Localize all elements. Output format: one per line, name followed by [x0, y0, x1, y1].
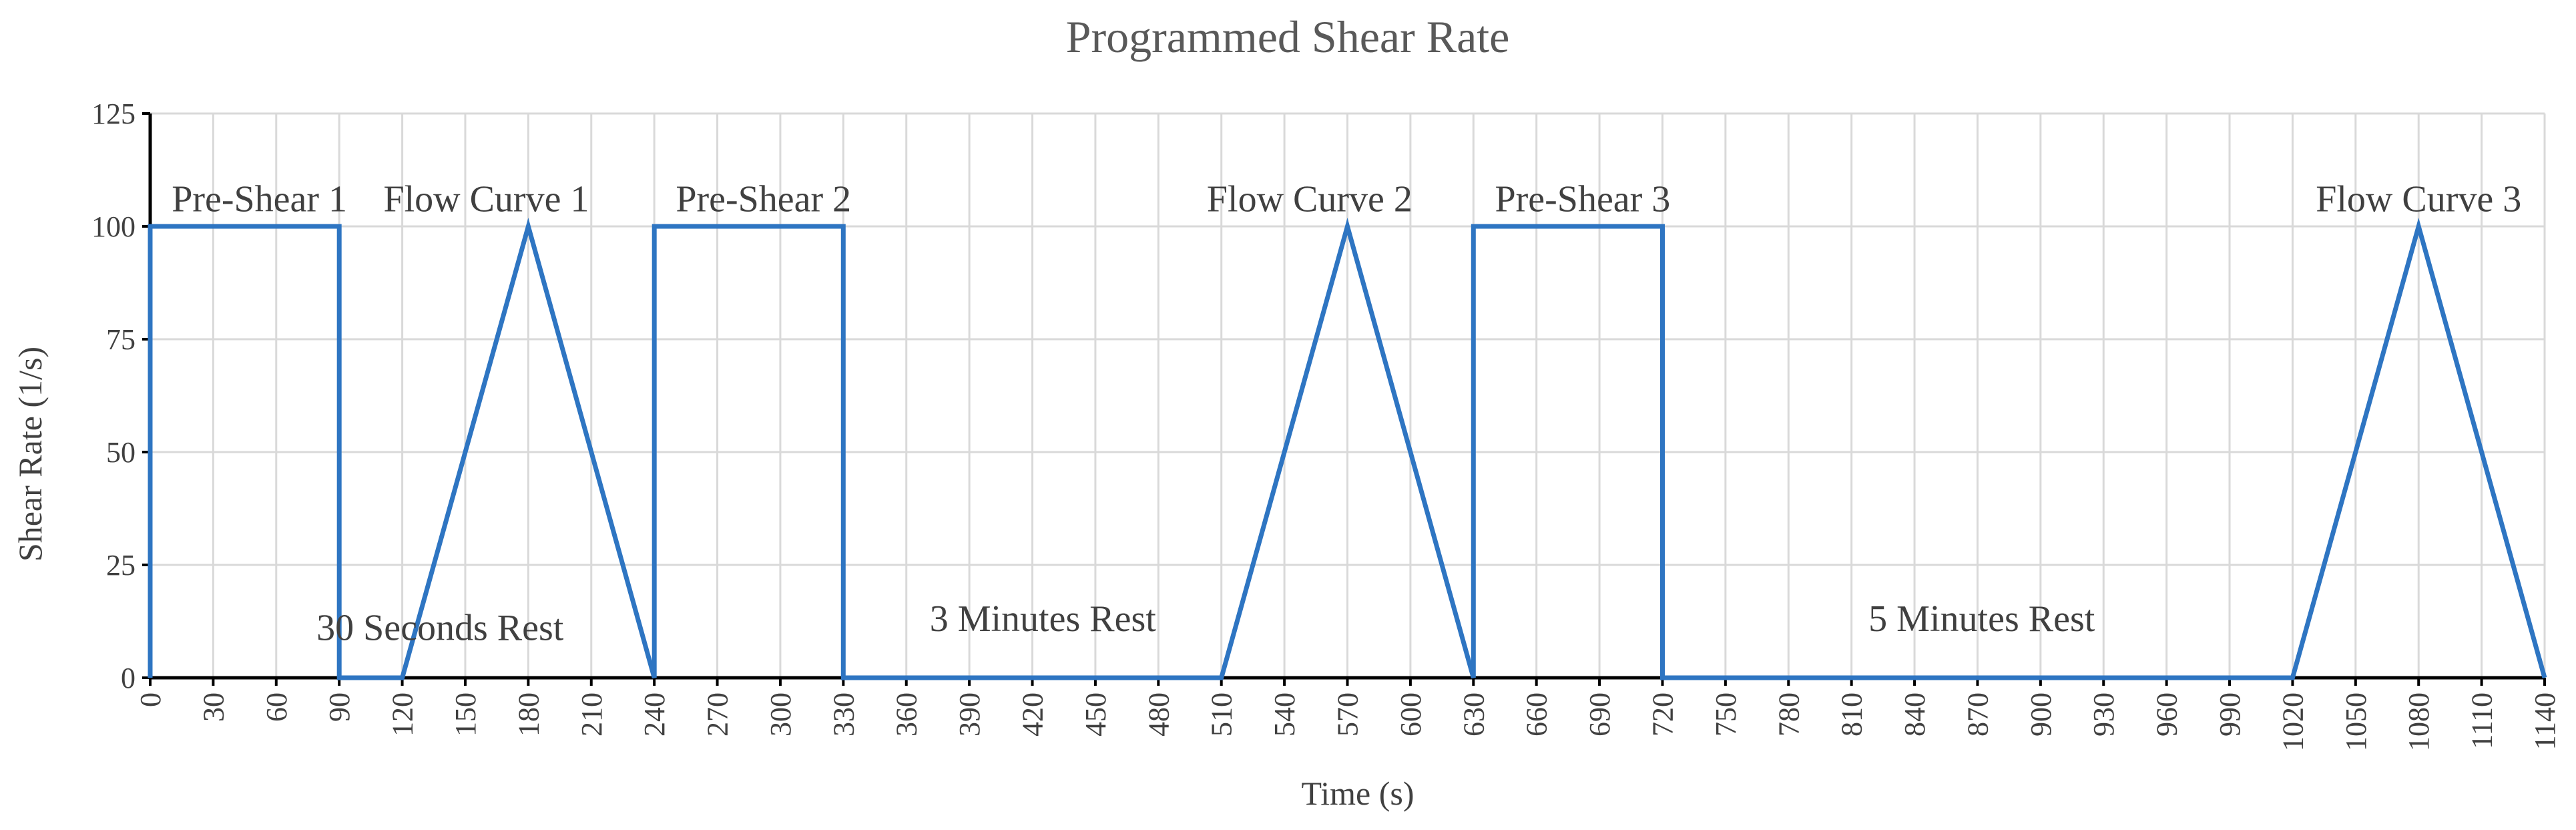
x-tick-label: 990: [2214, 692, 2246, 737]
x-tick-label: 810: [1836, 692, 1868, 737]
y-tick-label: 50: [106, 436, 136, 469]
y-tick-label: 125: [91, 97, 136, 130]
annotation-label: 3 Minutes Rest: [930, 598, 1157, 640]
x-tick-label: 270: [702, 692, 734, 737]
x-tick-label: 150: [449, 692, 482, 737]
y-tick-label: 100: [91, 210, 136, 243]
annotation-label: Pre-Shear 2: [676, 178, 851, 220]
x-tick-label: 690: [1583, 692, 1616, 737]
x-tick-label: 0: [134, 692, 167, 707]
x-tick-label: 300: [764, 692, 797, 737]
x-tick-label: 1050: [2340, 692, 2372, 751]
x-tick-label: 900: [2025, 692, 2057, 737]
x-tick-label: 1140: [2529, 692, 2561, 750]
x-tick-label: 510: [1206, 692, 1238, 737]
x-tick-label: 30: [197, 692, 230, 722]
annotation-label: Flow Curve 1: [383, 178, 589, 220]
x-tick-label: 120: [387, 692, 419, 737]
y-tick-label: 75: [106, 323, 136, 356]
series-layer: [148, 217, 2547, 680]
x-axis-title: Time (s): [1301, 775, 1414, 812]
x-tick-label: 450: [1079, 692, 1112, 737]
x-tick-label: 360: [890, 692, 923, 737]
x-tick-label: 180: [512, 692, 545, 737]
chart-title: Programmed Shear Rate: [1066, 11, 1510, 62]
x-tick-label: 630: [1457, 692, 1490, 737]
annotations: Pre-Shear 1 Flow Curve 1 Pre-Shear 2 Flow C…: [172, 178, 2521, 648]
x-tick-label: 420: [1017, 692, 1049, 737]
x-tick-label: 240: [638, 692, 671, 737]
x-tick-label: 570: [1332, 692, 1364, 737]
x-tick-label: 1110: [2466, 692, 2499, 749]
x-tick-label: 1020: [2276, 692, 2309, 751]
annotation-label: Pre-Shear 3: [1495, 178, 1671, 220]
x-tick-label: 600: [1394, 692, 1427, 737]
annotation-label: Pre-Shear 1: [172, 178, 347, 220]
x-tick-label: 930: [2087, 692, 2120, 737]
x-tick-label: 90: [323, 692, 356, 722]
shear-rate-series-line: [148, 217, 2547, 680]
x-tick-label: 750: [1710, 692, 1742, 737]
x-tick-label: 210: [575, 692, 608, 737]
x-tick-label: 1080: [2402, 692, 2435, 751]
tick-labels: 0 25 50 75 100 125 0 30 60 90 120 150 180 210 240 270 30…: [91, 97, 2561, 751]
y-axis-title: Shear Rate (1/s): [11, 347, 49, 562]
grid-lines: [150, 112, 2546, 678]
annotation-label: Flow Curve 2: [1207, 178, 1412, 220]
x-tick-label: 960: [2151, 692, 2183, 737]
x-tick-label: 870: [1961, 692, 1994, 737]
annotation-label: Flow Curve 3: [2316, 178, 2521, 220]
y-tick-label: 25: [106, 549, 136, 582]
x-tick-label: 720: [1646, 692, 1679, 737]
x-tick-label: 660: [1521, 692, 1553, 737]
x-tick-label: 540: [1268, 692, 1301, 737]
x-tick-label: 840: [1898, 692, 1931, 737]
x-tick-label: 780: [1772, 692, 1805, 737]
x-tick-label: 480: [1142, 692, 1175, 737]
annotation-label: 30 Seconds Rest: [316, 608, 564, 649]
x-tick-label: 330: [827, 692, 860, 737]
y-tick-label: 0: [121, 662, 136, 694]
x-tick-label: 390: [953, 692, 986, 737]
annotation-label: 5 Minutes Rest: [1868, 598, 2095, 640]
x-tick-label: 60: [260, 692, 293, 722]
